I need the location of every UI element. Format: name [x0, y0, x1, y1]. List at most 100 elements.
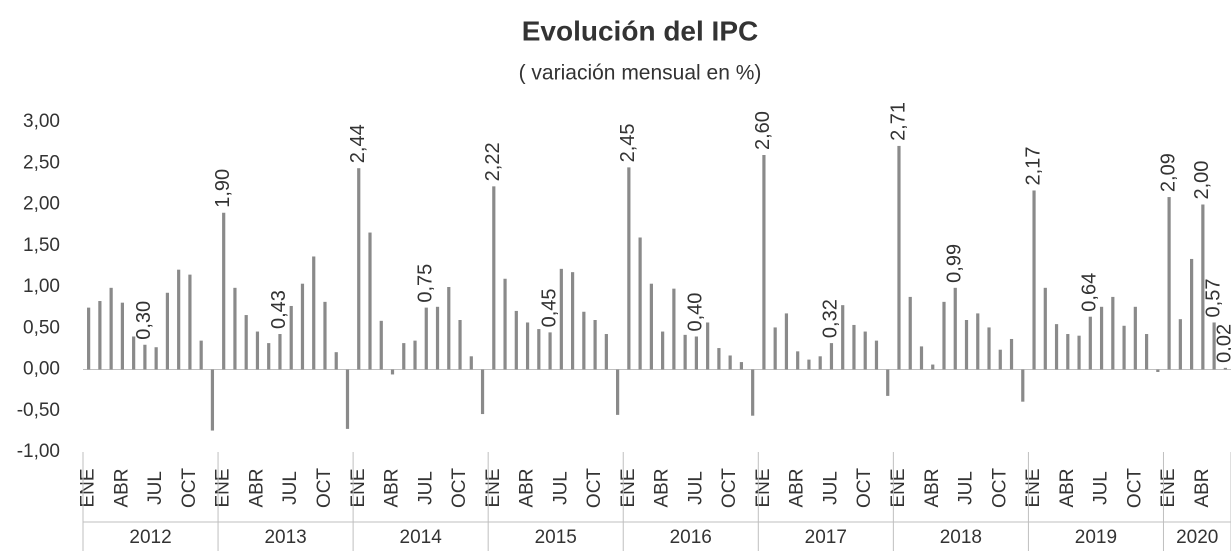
x-tick-label: OCT: [854, 468, 875, 509]
x-tick-label: JUL: [1091, 471, 1112, 505]
y-tick-label: 1,50: [23, 235, 60, 256]
bar: [604, 334, 608, 370]
group-label: 2015: [535, 527, 577, 548]
bar: [390, 369, 395, 375]
y-tick-label: 1,00: [23, 276, 60, 297]
bar: [661, 331, 665, 370]
data-label: 0,43: [268, 290, 290, 329]
bar: [818, 356, 822, 370]
bar: [1190, 258, 1194, 370]
group-label: 2019: [1075, 527, 1117, 548]
bar: [1111, 296, 1115, 370]
bar: [1133, 306, 1137, 370]
x-tick-label: JUL: [145, 471, 166, 505]
bar: [998, 349, 1002, 370]
bar: [402, 343, 406, 370]
bar: [435, 306, 440, 370]
bar: [379, 320, 383, 370]
bar: [120, 302, 124, 370]
x-tick-label: OCT: [314, 468, 335, 509]
bar: [1167, 197, 1171, 370]
x-tick-label: JUL: [550, 471, 571, 505]
x-tick-label: JUL: [685, 471, 706, 505]
chart-title: Evolución del IPC: [522, 15, 758, 46]
bar: [559, 268, 563, 370]
bar: [503, 278, 507, 370]
bar: [188, 274, 192, 370]
bar: [109, 287, 113, 370]
bar: [784, 313, 789, 370]
bar: [796, 351, 800, 370]
data-label: 0,32: [820, 299, 842, 338]
data-label: 2,00: [1191, 161, 1213, 200]
bar: [334, 352, 338, 370]
x-tick-label: ENE: [1023, 468, 1044, 507]
bar: [638, 237, 642, 370]
group-label: 2020: [1176, 527, 1218, 548]
bar: [1009, 338, 1014, 370]
data-label: 2,17: [1022, 147, 1044, 186]
bar: [582, 311, 586, 370]
data-label: 2,44: [347, 124, 369, 163]
x-tick-label: ENE: [348, 468, 369, 507]
data-label: 2,71: [887, 102, 909, 141]
x-tick-label: ABR: [517, 468, 538, 507]
bar: [874, 340, 879, 370]
bar: [841, 305, 845, 370]
bar: [1223, 367, 1227, 370]
x-tick-label: JUL: [280, 471, 301, 505]
bar: [1144, 334, 1149, 370]
group-label: 2012: [129, 527, 171, 548]
bar: [1156, 369, 1160, 372]
x-tick-label: ABR: [382, 468, 403, 507]
data-label: 0,99: [944, 244, 966, 283]
bar: [132, 336, 136, 370]
bar: [570, 272, 575, 370]
x-tick-label: ENE: [1158, 468, 1179, 507]
bar: [98, 301, 102, 370]
x-tick-label: ENE: [78, 468, 99, 507]
x-tick-label: JUL: [956, 471, 977, 505]
y-tick-label: 3,00: [23, 111, 60, 132]
data-label: 0,45: [538, 288, 560, 327]
x-tick-label: ABR: [246, 468, 267, 507]
bar: [863, 331, 867, 370]
data-label: 2,22: [482, 142, 504, 181]
data-label: 0,75: [415, 264, 437, 303]
bar: [210, 369, 215, 431]
x-tick-label: ENE: [213, 468, 234, 507]
bar: [829, 343, 834, 370]
x-tick-label: JUL: [415, 471, 436, 505]
bar: [469, 356, 473, 370]
group-label: 2017: [805, 527, 847, 548]
bar: [413, 340, 417, 370]
bar: [987, 327, 991, 370]
bar: [897, 145, 901, 370]
x-tick-label: OCT: [1124, 468, 1145, 509]
group-label: 2016: [670, 527, 712, 548]
bar: [424, 307, 428, 370]
data-label: 0,40: [685, 293, 707, 332]
bar: [908, 296, 912, 370]
bar: [751, 369, 755, 416]
bar: [143, 344, 147, 370]
data-label: 0,02: [1214, 324, 1231, 363]
bar: [672, 288, 676, 370]
bar: [267, 343, 271, 370]
y-tick-label: 0,50: [23, 317, 60, 338]
bar: [931, 364, 935, 370]
chart-subtitle: ( variación mensual en %): [519, 62, 762, 85]
bar: [345, 369, 350, 429]
bar: [255, 331, 260, 370]
bar: [683, 334, 687, 370]
bar: [289, 305, 293, 370]
bar: [694, 336, 698, 370]
bar: [886, 369, 890, 396]
bar: [1099, 306, 1104, 370]
bar: [514, 310, 518, 370]
data-label: 2,09: [1157, 153, 1179, 192]
x-tick-label: OCT: [449, 468, 470, 509]
bar: [942, 301, 946, 370]
bar: [323, 301, 327, 370]
